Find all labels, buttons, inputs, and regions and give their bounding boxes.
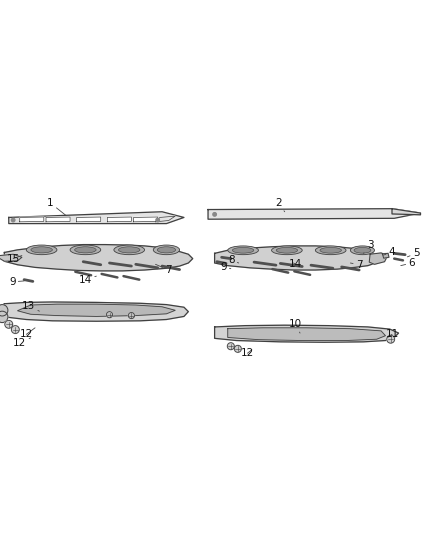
Ellipse shape (233, 247, 254, 253)
Text: 12: 12 (13, 338, 31, 348)
Ellipse shape (315, 246, 346, 255)
Polygon shape (9, 212, 184, 223)
Ellipse shape (157, 247, 176, 253)
Text: 13: 13 (22, 301, 39, 311)
Text: 8: 8 (228, 255, 239, 265)
Text: 7: 7 (155, 264, 172, 275)
Circle shape (106, 312, 113, 318)
Ellipse shape (26, 245, 57, 255)
Polygon shape (4, 302, 188, 321)
Circle shape (11, 326, 19, 334)
Circle shape (213, 213, 216, 216)
Ellipse shape (350, 246, 374, 255)
Text: 3: 3 (364, 240, 374, 253)
Circle shape (227, 343, 234, 350)
Text: 14: 14 (79, 274, 96, 285)
Text: 6: 6 (401, 258, 415, 268)
Circle shape (11, 219, 15, 222)
Polygon shape (46, 217, 70, 222)
Polygon shape (228, 328, 385, 341)
Ellipse shape (118, 247, 140, 253)
Ellipse shape (276, 247, 297, 253)
Polygon shape (155, 216, 175, 222)
Text: 14: 14 (289, 260, 302, 269)
Polygon shape (208, 209, 420, 219)
Polygon shape (20, 217, 44, 222)
Text: 12: 12 (241, 348, 254, 358)
Text: 5: 5 (407, 248, 420, 259)
Polygon shape (215, 246, 381, 270)
Polygon shape (382, 253, 389, 258)
Polygon shape (107, 217, 131, 222)
Polygon shape (18, 304, 175, 317)
Circle shape (128, 312, 134, 319)
Text: 7: 7 (350, 260, 363, 270)
Text: 11: 11 (385, 329, 399, 340)
Polygon shape (0, 254, 22, 261)
Circle shape (0, 311, 8, 322)
Text: 4: 4 (383, 247, 396, 257)
Circle shape (234, 345, 241, 352)
Text: 10: 10 (289, 319, 302, 333)
Ellipse shape (153, 245, 180, 255)
Text: 1: 1 (47, 198, 66, 215)
Ellipse shape (228, 246, 258, 255)
Polygon shape (4, 245, 193, 271)
Circle shape (0, 304, 8, 316)
Text: 15: 15 (7, 254, 22, 264)
Polygon shape (215, 325, 399, 342)
Ellipse shape (272, 246, 302, 255)
Ellipse shape (31, 247, 53, 253)
Polygon shape (369, 253, 388, 264)
Circle shape (156, 219, 159, 222)
Text: 9: 9 (9, 277, 24, 287)
Polygon shape (392, 209, 420, 215)
Ellipse shape (70, 245, 101, 255)
Ellipse shape (74, 247, 96, 253)
Ellipse shape (114, 245, 145, 255)
Polygon shape (134, 217, 158, 222)
Text: 9: 9 (220, 262, 231, 271)
Ellipse shape (320, 247, 342, 253)
Polygon shape (77, 217, 101, 222)
Ellipse shape (354, 247, 371, 253)
Circle shape (5, 320, 13, 328)
Text: 12: 12 (20, 328, 35, 340)
Circle shape (387, 335, 395, 343)
Text: 2: 2 (275, 198, 285, 212)
